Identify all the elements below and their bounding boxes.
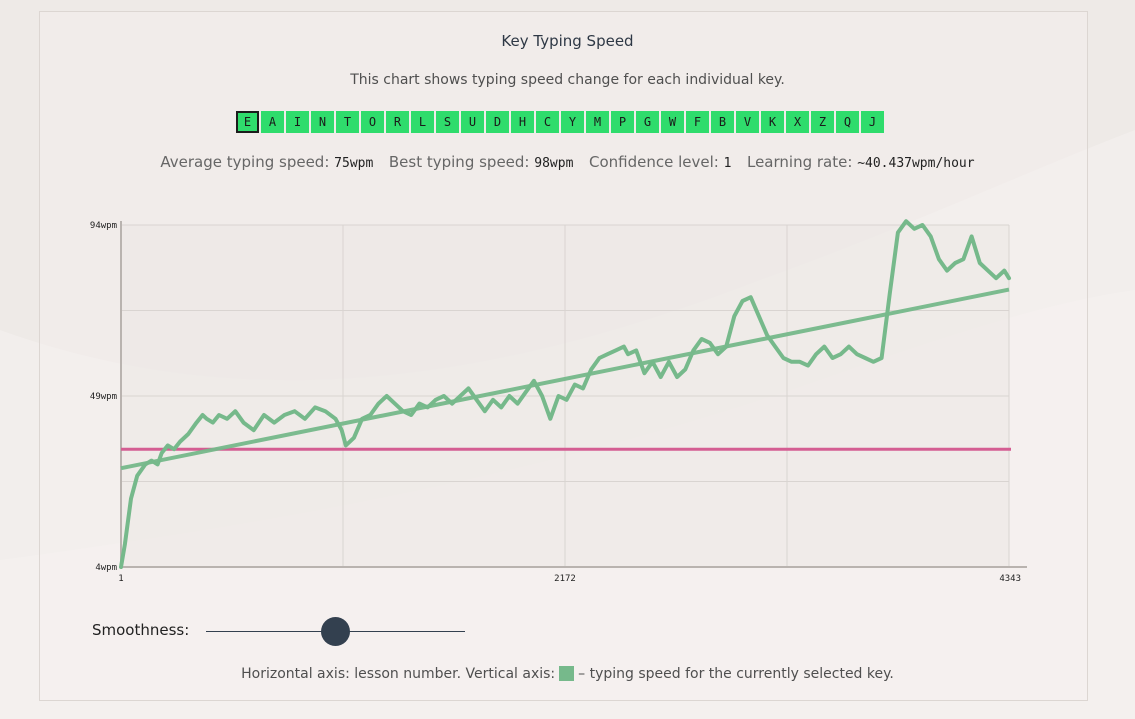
chart-subtitle: This chart shows typing speed change for… xyxy=(350,72,785,88)
key-button-l[interactable]: L xyxy=(411,111,434,133)
speed-series-line xyxy=(119,219,1011,569)
learning-rate-value: ~40.437wpm/hour xyxy=(857,156,975,171)
legend-prefix: Horizontal axis: lesson number. Vertical… xyxy=(241,666,556,682)
key-button-e[interactable]: E xyxy=(236,111,259,133)
key-button-r[interactable]: R xyxy=(386,111,409,133)
key-button-h[interactable]: H xyxy=(511,111,534,133)
key-button-m[interactable]: M xyxy=(586,111,609,133)
key-button-w[interactable]: W xyxy=(661,111,684,133)
key-button-o[interactable]: O xyxy=(361,111,384,133)
chart-title: Key Typing Speed xyxy=(501,32,634,50)
y-tick-label-2: 94wpm xyxy=(90,221,117,231)
y-tick-label-1: 49wpm xyxy=(90,392,117,402)
learning-rate-label: Learning rate: xyxy=(746,153,853,171)
key-button-y[interactable]: Y xyxy=(561,111,584,133)
series-swatch xyxy=(559,666,575,681)
x-tick-label-1: 2172 xyxy=(554,574,576,584)
avg-speed-label: Average typing speed: xyxy=(160,153,330,171)
smoothness-label: Smoothness: xyxy=(92,621,190,639)
key-button-q[interactable]: Q xyxy=(836,111,859,133)
confidence-value: 1 xyxy=(723,156,732,171)
y-tick-label-0: 4wpm xyxy=(95,563,117,573)
key-button-b[interactable]: B xyxy=(711,111,734,133)
key-button-f[interactable]: F xyxy=(686,111,709,133)
speed-chart: 4wpm 49wpm 94wpm 1 2172 4343 xyxy=(90,219,1027,584)
key-button-p[interactable]: P xyxy=(611,111,634,133)
key-button-j[interactable]: J xyxy=(861,111,884,133)
key-button-g[interactable]: G xyxy=(636,111,659,133)
key-button-d[interactable]: D xyxy=(486,111,509,133)
key-button-c[interactable]: C xyxy=(536,111,559,133)
key-button-k[interactable]: K xyxy=(761,111,784,133)
key-button-u[interactable]: U xyxy=(461,111,484,133)
key-button-i[interactable]: I xyxy=(286,111,309,133)
key-button-n[interactable]: N xyxy=(311,111,334,133)
key-button-v[interactable]: V xyxy=(736,111,759,133)
key-button-z[interactable]: Z xyxy=(811,111,834,133)
legend-suffix: – typing speed for the currently selecte… xyxy=(578,666,894,682)
axis-legend: Horizontal axis: lesson number. Vertical… xyxy=(0,666,1135,682)
avg-speed-value: 75wpm xyxy=(334,156,374,171)
key-button-x[interactable]: X xyxy=(786,111,809,133)
key-button-s[interactable]: S xyxy=(436,111,459,133)
best-speed-label: Best typing speed: xyxy=(388,153,530,171)
confidence-label: Confidence level: xyxy=(588,153,719,171)
best-speed-value: 98wpm xyxy=(534,156,574,171)
x-tick-label-2: 4343 xyxy=(999,574,1021,584)
x-tick-label-0: 1 xyxy=(118,574,123,584)
trend-line xyxy=(120,287,1010,471)
smoothness-slider-thumb[interactable] xyxy=(321,617,350,646)
stats-line: Average typing speed: 75wpm Best typing … xyxy=(0,153,1135,171)
key-button-t[interactable]: T xyxy=(336,111,359,133)
key-button-a[interactable]: A xyxy=(261,111,284,133)
